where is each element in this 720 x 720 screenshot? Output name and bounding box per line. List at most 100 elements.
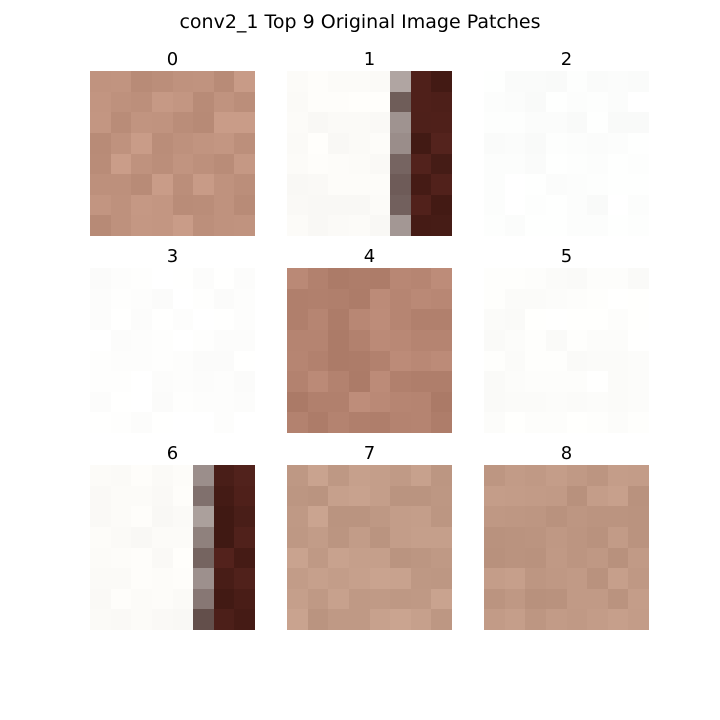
patch-pixel xyxy=(390,309,411,330)
patch-pixel xyxy=(410,132,432,154)
patch-pixel xyxy=(172,153,194,175)
patch-pixel xyxy=(390,485,411,507)
patch-pixel xyxy=(628,506,649,527)
patch-pixel xyxy=(151,568,173,589)
patch-pixel xyxy=(431,268,452,289)
patch-pixel xyxy=(213,391,235,413)
patch-pixel xyxy=(172,71,194,92)
patch-pixel xyxy=(213,526,235,548)
patch-pixel xyxy=(90,288,111,310)
patch-pixel xyxy=(628,91,649,113)
patch-pixel xyxy=(328,526,349,548)
patch-pixel xyxy=(193,71,214,92)
patch-pixel xyxy=(390,215,411,236)
patch-pixel xyxy=(484,485,505,507)
patch-pixel xyxy=(151,547,173,569)
patch-pixel xyxy=(287,91,308,113)
patch-pixel xyxy=(193,350,214,372)
patch-pixel xyxy=(90,309,111,330)
patch-pixel xyxy=(410,174,432,195)
patch-pixel xyxy=(193,506,214,527)
patch-pixel xyxy=(628,588,649,610)
patch-pixel xyxy=(545,526,567,548)
patch-pixel xyxy=(151,350,173,372)
patch-pixel xyxy=(525,91,546,113)
patch-pixel xyxy=(525,309,546,330)
patch-cell-6: 6 xyxy=(90,443,255,630)
patch-pixel xyxy=(525,568,546,589)
patch-pixel xyxy=(110,153,132,175)
patch-pixel xyxy=(504,547,526,569)
patch-pixel xyxy=(193,609,214,630)
patch-pixel xyxy=(504,350,526,372)
patch-pixel xyxy=(328,371,349,392)
patch-pixel xyxy=(348,112,370,133)
patch-pixel xyxy=(410,215,432,236)
patch-pixel xyxy=(287,174,308,195)
patch-pixel xyxy=(628,71,649,92)
patch-pixel xyxy=(390,350,411,372)
patch-pixel xyxy=(566,371,588,392)
patch-pixel xyxy=(348,329,370,351)
patch-pixel xyxy=(587,194,608,216)
patch-pixel xyxy=(307,465,329,486)
patch-pixel xyxy=(484,174,505,195)
patch-pixel xyxy=(348,547,370,569)
patch-pixel xyxy=(431,588,452,610)
patch-pixel xyxy=(213,132,235,154)
patch-pixel xyxy=(348,506,370,527)
patch-pixel xyxy=(545,268,567,289)
patch-pixel xyxy=(328,194,349,216)
patch-pixel xyxy=(566,588,588,610)
patch-pixel xyxy=(234,391,255,413)
patch-pixel xyxy=(545,153,567,175)
patch-pixel xyxy=(628,547,649,569)
patch-pixel xyxy=(410,309,432,330)
patch-cell-3: 3 xyxy=(90,246,255,433)
patch-pixel xyxy=(545,412,567,433)
patch-pixel xyxy=(369,526,391,548)
patch-label: 8 xyxy=(560,443,573,464)
patch-pixel xyxy=(410,465,432,486)
patch-pixel xyxy=(545,174,567,195)
patch-pixel xyxy=(328,485,349,507)
patch-pixel xyxy=(90,112,111,133)
patch-pixel xyxy=(172,568,194,589)
patch-pixel xyxy=(525,547,546,569)
patch-pixel xyxy=(328,547,349,569)
patch-pixel xyxy=(390,609,411,630)
patch-pixel xyxy=(545,371,567,392)
patch-pixel xyxy=(328,568,349,589)
patch-pixel xyxy=(545,71,567,92)
patch-pixel xyxy=(566,71,588,92)
patch-pixel xyxy=(410,91,432,113)
patch-pixel xyxy=(287,609,308,630)
patch-pixel xyxy=(484,371,505,392)
patch-pixel xyxy=(307,71,329,92)
patch-pixel xyxy=(90,485,111,507)
patch-pixel xyxy=(328,268,349,289)
patch-pixel xyxy=(110,371,132,392)
patch-pixel xyxy=(110,71,132,92)
patch-pixel xyxy=(369,506,391,527)
patch-pixel xyxy=(484,350,505,372)
patch-pixel xyxy=(90,371,111,392)
patch-pixel xyxy=(431,153,452,175)
patch-pixel xyxy=(525,71,546,92)
patch-pixel xyxy=(369,329,391,351)
patch-pixel xyxy=(307,194,329,216)
patch-pixel xyxy=(628,391,649,413)
patch-pixel xyxy=(287,153,308,175)
patch-pixel xyxy=(566,288,588,310)
patch-pixel xyxy=(525,153,546,175)
patch-label: 7 xyxy=(363,443,376,464)
patch-label: 4 xyxy=(363,246,376,267)
patch-pixel xyxy=(287,485,308,507)
patch-pixel xyxy=(587,309,608,330)
patch-pixel xyxy=(504,506,526,527)
patch-pixel xyxy=(545,350,567,372)
patch-pixel xyxy=(110,268,132,289)
patch-pixel xyxy=(410,568,432,589)
patch-pixel xyxy=(193,153,214,175)
patch-pixel xyxy=(348,91,370,113)
